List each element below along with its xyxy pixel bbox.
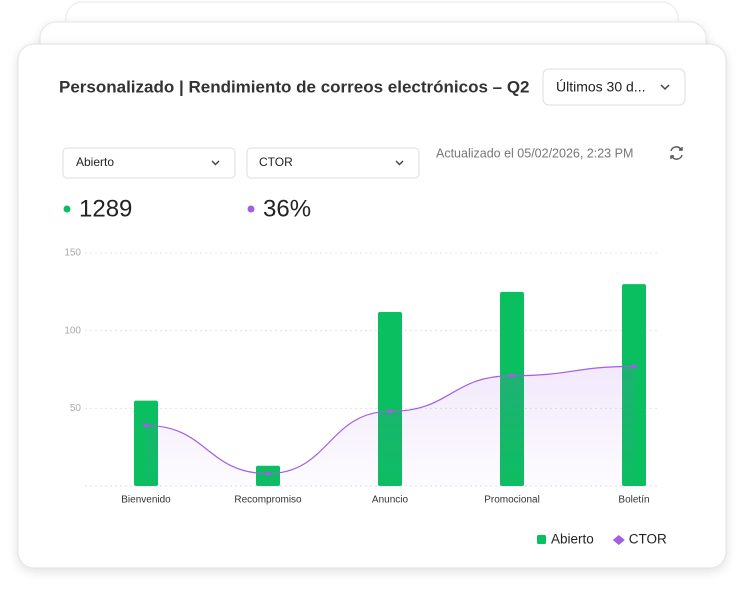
x-tick-label: Boletín	[618, 495, 649, 506]
refresh-button[interactable]	[670, 146, 683, 160]
legend-marker	[537, 535, 546, 544]
select-label: CTOR	[259, 155, 293, 169]
select-box[interactable]	[246, 147, 420, 179]
dropdown-box[interactable]	[542, 68, 686, 106]
legend-label: Abierto	[551, 532, 594, 547]
line-area	[146, 366, 634, 486]
select-box[interactable]	[62, 147, 236, 179]
select-label: Abierto	[76, 155, 114, 169]
line-point	[142, 422, 150, 428]
line	[145, 365, 635, 475]
x-tick-label: Promocional	[484, 495, 540, 506]
metric-select[interactable]: CTOR	[246, 147, 420, 179]
y-tick-label: 100	[64, 325, 81, 336]
line-point	[264, 471, 272, 477]
legend-label: CTOR	[629, 532, 667, 547]
card	[17, 43, 727, 569]
card-title: Personalizado | Rendimiento de correos e…	[59, 77, 530, 96]
x-tick-label: Recompromiso	[234, 495, 302, 506]
metric-select[interactable]: Abierto	[62, 147, 236, 179]
line-point	[386, 408, 394, 414]
refresh-icon	[670, 146, 683, 152]
chevron	[395, 160, 404, 166]
metric-value: 1289	[79, 195, 132, 222]
chevron	[211, 160, 220, 166]
dropdown-label: Últimos 30 d...	[556, 79, 645, 95]
chart: 50 100 150 Bienvenido Recompromiso Anuncio Pro…	[64, 248, 667, 547]
y-tick-label: 50	[70, 403, 82, 414]
range-dropdown[interactable]: Últimos 30 d...	[542, 68, 686, 106]
legend-marker	[612, 535, 625, 545]
metric-value: 36%	[263, 195, 311, 222]
chevron	[660, 84, 670, 91]
x-tick-label: Bienvenido	[121, 495, 171, 506]
x-tick-label: Anuncio	[372, 495, 409, 506]
updated-text: Actualizado el 05/02/2026, 2:23 PM	[436, 146, 633, 160]
line-point	[508, 373, 516, 379]
metric-dot	[63, 205, 71, 213]
y-tick-label: 150	[64, 248, 81, 259]
refresh-icon	[670, 154, 683, 160]
line-point	[630, 363, 638, 369]
metric-dot	[247, 205, 255, 213]
